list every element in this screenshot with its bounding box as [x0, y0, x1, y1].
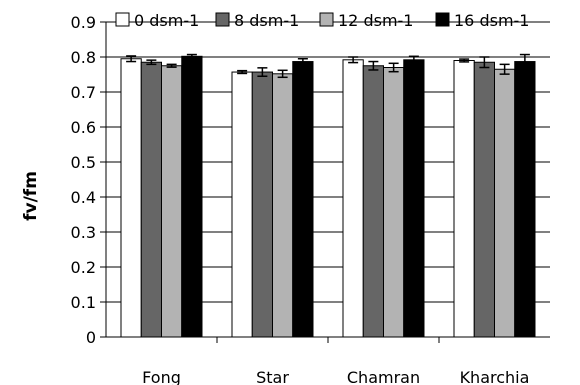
bar — [181, 55, 203, 338]
y-tick-label: 0.3 — [71, 223, 96, 242]
bar — [120, 58, 142, 338]
bar — [251, 71, 273, 338]
category-label: Kharchia — [460, 368, 530, 385]
y-axis-title: fv/fm — [21, 171, 41, 221]
bar — [272, 73, 294, 338]
y-tick-label: 0.8 — [71, 48, 96, 67]
bar — [494, 68, 516, 338]
bar — [383, 67, 405, 338]
legend-label: 8 dsm-1 — [234, 11, 299, 30]
bar — [362, 65, 384, 338]
bar — [231, 71, 253, 338]
category-labels: Fong Star Chamran Kharchia — [142, 368, 529, 385]
bars — [120, 53, 536, 338]
legend-swatch — [319, 12, 334, 27]
bar — [514, 61, 536, 338]
bar — [161, 65, 183, 338]
y-tick-label: 0.7 — [71, 83, 96, 102]
legend-swatch — [115, 12, 130, 27]
category-label: Chamran — [347, 368, 420, 385]
legend-label: 12 dsm-1 — [338, 11, 413, 30]
bar — [342, 59, 364, 338]
y-tick-label: 0.9 — [71, 13, 96, 32]
category-label: Star — [256, 368, 289, 385]
bar — [140, 61, 162, 338]
y-tick-label: 0.6 — [71, 118, 96, 137]
y-tick-label: 0.2 — [71, 258, 96, 277]
legend-swatch — [435, 12, 450, 27]
legend-label: 16 dsm-1 — [454, 11, 529, 30]
bar — [473, 61, 495, 338]
legend-swatch — [215, 12, 230, 27]
y-tick-label: 0 — [86, 328, 96, 347]
y-tick-label: 0.5 — [71, 153, 96, 172]
y-tick-labels: 0 0.1 0.2 0.3 0.4 0.5 0.6 0.7 0.8 0.9 — [71, 13, 96, 347]
bar — [292, 61, 314, 338]
category-label: Fong — [142, 368, 181, 385]
legend-label: 0 dsm-1 — [134, 11, 199, 30]
y-tick-label: 0.4 — [71, 188, 96, 207]
legend: 0 dsm-1 8 dsm-1 12 dsm-1 16 dsm-1 — [115, 11, 529, 30]
axes — [100, 21, 550, 343]
bar — [453, 60, 475, 338]
bar — [403, 59, 425, 338]
y-tick-label: 0.1 — [71, 293, 96, 312]
